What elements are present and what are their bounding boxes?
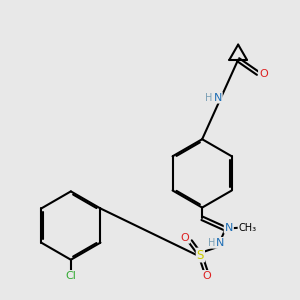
Text: CH₃: CH₃ xyxy=(238,223,256,233)
Text: N: N xyxy=(225,223,233,233)
Text: O: O xyxy=(259,69,268,80)
Text: O: O xyxy=(181,233,189,243)
Text: N: N xyxy=(216,238,225,248)
Text: H: H xyxy=(205,93,212,103)
Text: O: O xyxy=(202,271,211,281)
Text: Cl: Cl xyxy=(65,271,76,281)
Text: S: S xyxy=(197,249,204,262)
Text: N: N xyxy=(213,93,222,103)
Text: H: H xyxy=(208,238,216,248)
